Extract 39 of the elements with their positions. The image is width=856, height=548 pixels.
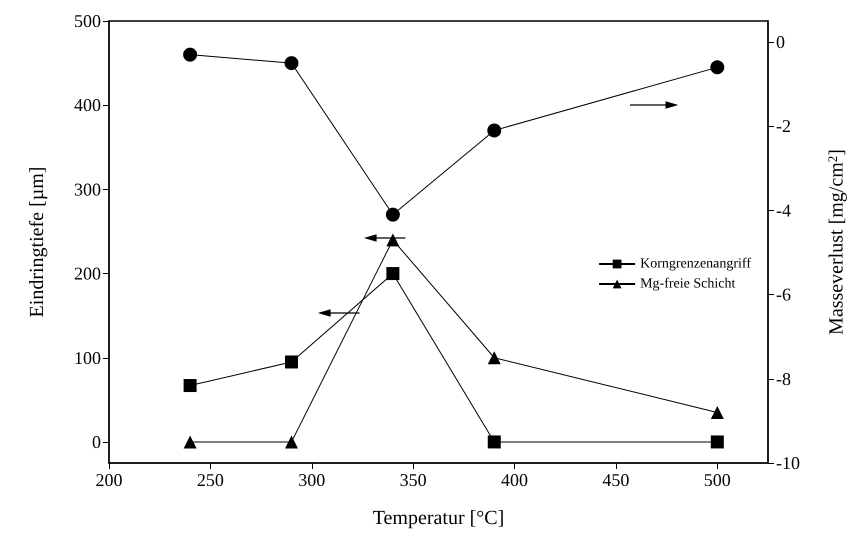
point — [710, 435, 724, 448]
x-tick-label: 200 — [96, 470, 122, 490]
point — [386, 233, 400, 246]
point — [710, 60, 724, 74]
y2-tick-label: 0 — [776, 32, 785, 52]
y2-tick-label: -4 — [776, 200, 791, 220]
point — [710, 406, 724, 419]
point — [386, 208, 400, 222]
y-tick-label: 200 — [74, 264, 101, 284]
point — [183, 48, 198, 62]
x-axis-title: Temperatur [°C] — [372, 507, 504, 529]
x-tick-label: 400 — [501, 470, 528, 490]
point — [487, 123, 502, 138]
y2-tick-label: -8 — [776, 368, 791, 389]
y2-tick-label: -6 — [776, 284, 791, 305]
point — [488, 435, 501, 448]
y-axis-title: Eindringtiefe [µm] — [26, 166, 48, 318]
y2-axis-title: Masseverlust [mg/cm2] — [825, 149, 848, 335]
x-tick-label: 250 — [196, 470, 224, 490]
x-tick-label: 350 — [400, 470, 427, 490]
point — [284, 56, 298, 70]
legend-label: Korngrenzenangriff — [640, 256, 752, 272]
point — [184, 379, 197, 392]
y-tick-label: 300 — [74, 179, 101, 200]
x-tick-label: 450 — [602, 470, 630, 490]
point — [284, 355, 298, 368]
point — [284, 435, 298, 448]
x-tick-label: 300 — [298, 470, 326, 490]
y-tick-label: 500 — [74, 11, 101, 31]
x-tick-label: 500 — [704, 470, 731, 490]
y2-tick-label: -2 — [776, 116, 791, 136]
point — [488, 351, 501, 364]
y-tick-label: 0 — [92, 432, 101, 452]
point — [386, 267, 400, 280]
y-tick-label: 100 — [74, 348, 101, 368]
legend-label: Mg-freie Schicht — [640, 276, 736, 292]
y2-tick-label: -10 — [776, 453, 800, 473]
y-tick-label: 400 — [74, 95, 101, 116]
point — [184, 435, 197, 448]
